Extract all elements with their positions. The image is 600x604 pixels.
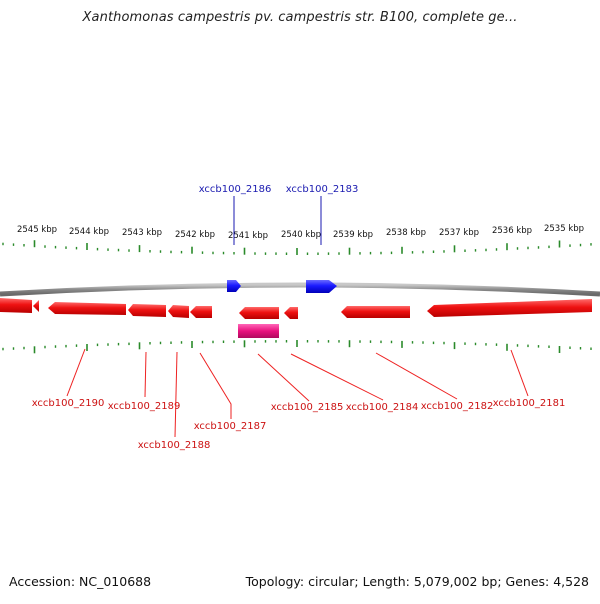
gene-xccb100_2185-arrow[interactable] xyxy=(239,307,279,319)
feature-xccb100_2185-pink[interactable] xyxy=(238,324,279,338)
gene-label-xccb100_2181[interactable]: xccb100_2181 xyxy=(493,398,566,409)
genome-backbone xyxy=(0,282,600,297)
gene-xccb100_2183-arrow[interactable] xyxy=(306,280,337,293)
gene-label-xccb100_2184[interactable]: xccb100_2184 xyxy=(346,402,419,413)
scale-label-2541: 2541 kbp xyxy=(228,231,268,241)
scale-label-2539: 2539 kbp xyxy=(333,230,373,240)
gene-label-xccb100_2190[interactable]: xccb100_2190 xyxy=(32,398,105,409)
leader-line-xccb100_2188 xyxy=(174,351,178,438)
gene-xccb100_2186-arrow[interactable] xyxy=(227,280,241,292)
gene-xccb100_2187-arrow[interactable] xyxy=(190,306,212,318)
gene-label-xccb100_2185[interactable]: xccb100_2185 xyxy=(271,402,344,413)
gene-xccb100_2189-arrow[interactable] xyxy=(48,302,126,315)
gene-xccb100_2188-arrow[interactable] xyxy=(128,304,166,317)
genome-summary-text: Topology: circular; Length: 5,079,002 bp… xyxy=(245,574,589,589)
scale-label-2545: 2545 kbp xyxy=(17,225,57,235)
forward-genes xyxy=(227,280,337,293)
scale-label-2540: 2540 kbp xyxy=(281,230,321,240)
scale-label-2535: 2535 kbp xyxy=(544,224,584,234)
leader-line-xccb100_2181 xyxy=(510,349,529,397)
gene-xccb100_2187a-arrow[interactable] xyxy=(168,305,189,318)
gene-label-xccb100_2188[interactable]: xccb100_2188 xyxy=(138,440,211,451)
reverse-genes xyxy=(0,298,592,319)
gene-xccb100_2182-arrow[interactable] xyxy=(341,306,410,318)
scale-labels: 2545 kbp 2544 kbp 2543 kbp 2542 kbp 2541… xyxy=(17,224,584,241)
leader-line-xccb100_2182 xyxy=(375,352,458,400)
inner-tick-marks xyxy=(2,340,592,354)
gene-xccb100_2190-arrow[interactable] xyxy=(33,300,39,312)
top-gene-labels: xccb100_2186 xccb100_2183 xyxy=(199,184,359,245)
accession-text: Accession: NC_010688 xyxy=(9,574,152,589)
leader-line-xccb100_2189 xyxy=(144,351,147,398)
gene-label-xccb100_2183[interactable]: xccb100_2183 xyxy=(286,184,359,195)
scale-label-2543: 2543 kbp xyxy=(122,228,162,238)
gene-partial-left-arrow[interactable] xyxy=(0,298,32,313)
gene-label-xccb100_2182[interactable]: xccb100_2182 xyxy=(421,401,494,412)
bottom-gene-labels: xccb100_2190 xccb100_2189 xccb100_2188 x… xyxy=(32,348,566,451)
leader-line-xccb100_2185 xyxy=(257,353,310,402)
gene-xccb100_2181-arrow[interactable] xyxy=(427,299,592,317)
leader-line-xccb100_2184 xyxy=(290,353,384,401)
scale-label-2544: 2544 kbp xyxy=(69,227,109,237)
genome-title: Xanthomonas campestris pv. campestris st… xyxy=(82,10,518,25)
leader-line-xccb100_2187 xyxy=(199,352,232,419)
scale-label-2542: 2542 kbp xyxy=(175,230,215,240)
gene-label-xccb100_2186[interactable]: xccb100_2186 xyxy=(199,184,272,195)
gene-label-xccb100_2189[interactable]: xccb100_2189 xyxy=(108,401,181,412)
scale-label-2538: 2538 kbp xyxy=(386,228,426,238)
gene-label-xccb100_2187[interactable]: xccb100_2187 xyxy=(194,421,267,432)
gene-xccb100_2184-arrow[interactable] xyxy=(284,307,298,319)
scale-label-2536: 2536 kbp xyxy=(492,226,532,236)
leader-line-xccb100_2190 xyxy=(66,348,86,397)
scale-label-2537: 2537 kbp xyxy=(439,228,479,238)
outer-tick-marks xyxy=(2,240,592,255)
